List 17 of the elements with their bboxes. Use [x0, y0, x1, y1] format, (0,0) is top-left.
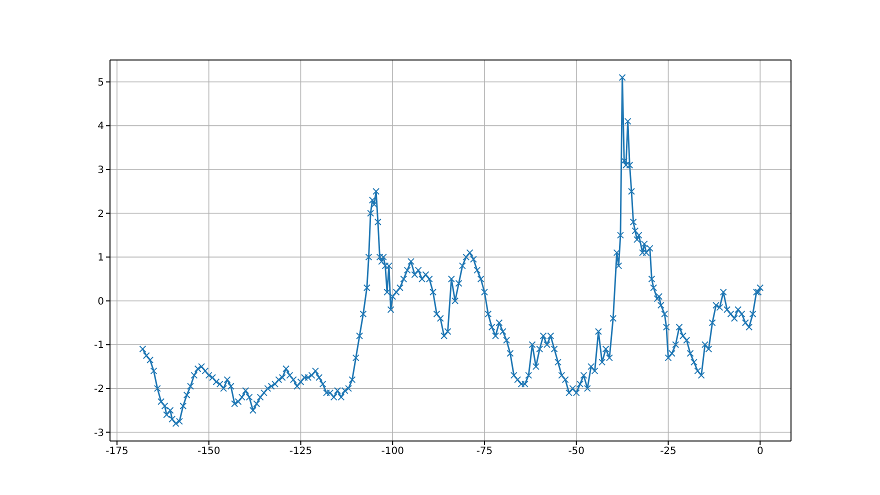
x-tick-label: -100 — [381, 446, 404, 458]
y-tick-label: 2 — [98, 208, 104, 220]
x-tick-label: -50 — [568, 446, 585, 458]
x-tick-label: 0 — [756, 446, 764, 458]
x-tick-label: -25 — [660, 446, 676, 458]
y-tick-label: -1 — [94, 340, 104, 352]
x-tick-label: -75 — [476, 446, 493, 458]
y-tick-label: 5 — [98, 77, 104, 88]
x-tick-label: -175 — [106, 446, 128, 458]
x-tick-label: -150 — [198, 446, 220, 458]
y-tick-label: -3 — [94, 428, 104, 439]
x-tick-label: -125 — [289, 446, 312, 458]
y-tick-label: 4 — [98, 121, 104, 132]
y-tick-label: 1 — [98, 252, 104, 264]
y-tick-label: 3 — [98, 165, 104, 176]
y-tick-label: 0 — [98, 296, 104, 308]
y-tick-label: -2 — [94, 384, 104, 395]
